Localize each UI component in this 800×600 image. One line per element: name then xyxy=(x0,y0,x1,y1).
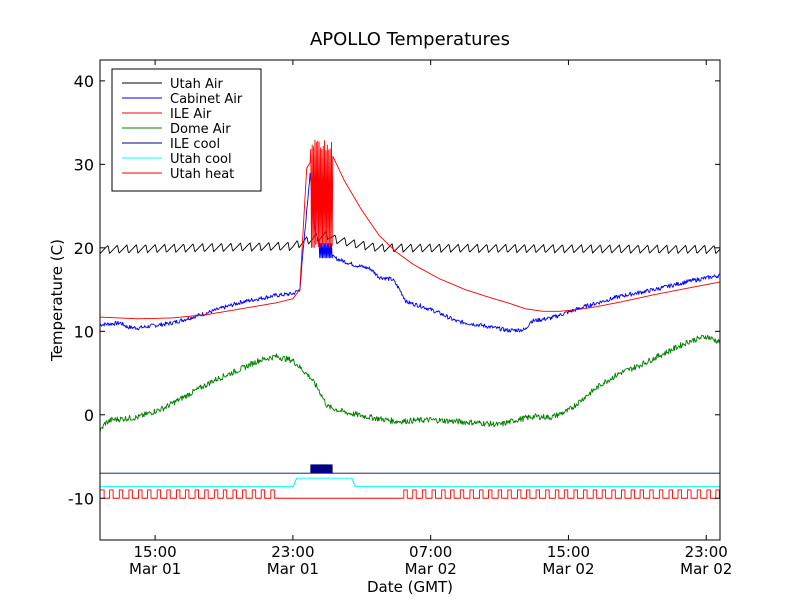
y-axis-ticks: -10 0 10 20 30 40 xyxy=(68,72,720,508)
y-tick-label: 30 xyxy=(74,155,94,174)
y-tick-label: -10 xyxy=(68,489,94,508)
legend-label: Utah Air xyxy=(170,77,223,92)
legend-label: Utah heat xyxy=(170,167,234,182)
plot-frame xyxy=(99,59,721,541)
x-tick-date: Mar 01 xyxy=(129,560,181,578)
x-tick-date: Mar 01 xyxy=(267,560,319,578)
x-tick-time: 23:00 xyxy=(271,543,314,561)
x-axis-label: Date (GMT) xyxy=(367,578,453,596)
series-line-5 xyxy=(100,477,720,488)
x-tick-time: 15:00 xyxy=(133,543,176,561)
series-line-4 xyxy=(100,464,720,474)
legend-label: ILE cool xyxy=(170,137,220,152)
series-line-0 xyxy=(100,231,720,255)
legend-box xyxy=(111,68,262,192)
series-line-3 xyxy=(100,334,720,433)
legend-label: ILE Air xyxy=(170,107,212,122)
series-line-2 xyxy=(100,139,720,320)
y-tick-label: 40 xyxy=(74,72,94,91)
y-tick-label: 0 xyxy=(84,406,94,425)
x-tick-time: 07:00 xyxy=(409,543,452,561)
y-axis-label: Temperature (C) xyxy=(48,239,66,362)
legend-label: Utah cool xyxy=(170,152,232,167)
series-line-6 xyxy=(100,489,720,499)
legend-label: Dome Air xyxy=(170,122,231,137)
plot-area xyxy=(100,139,720,499)
x-tick-date: Mar 02 xyxy=(542,560,594,578)
x-tick-date: Mar 02 xyxy=(680,560,732,578)
series-line-1 xyxy=(100,172,720,333)
y-tick-label: 20 xyxy=(74,239,94,258)
x-tick-date: Mar 02 xyxy=(405,560,457,578)
y-tick-label: 10 xyxy=(74,322,94,341)
x-tick-time: 23:00 xyxy=(685,543,728,561)
chart-title: APOLLO Temperatures xyxy=(310,29,510,50)
x-tick-time: 15:00 xyxy=(547,543,590,561)
legend-label: Cabinet Air xyxy=(170,92,243,107)
